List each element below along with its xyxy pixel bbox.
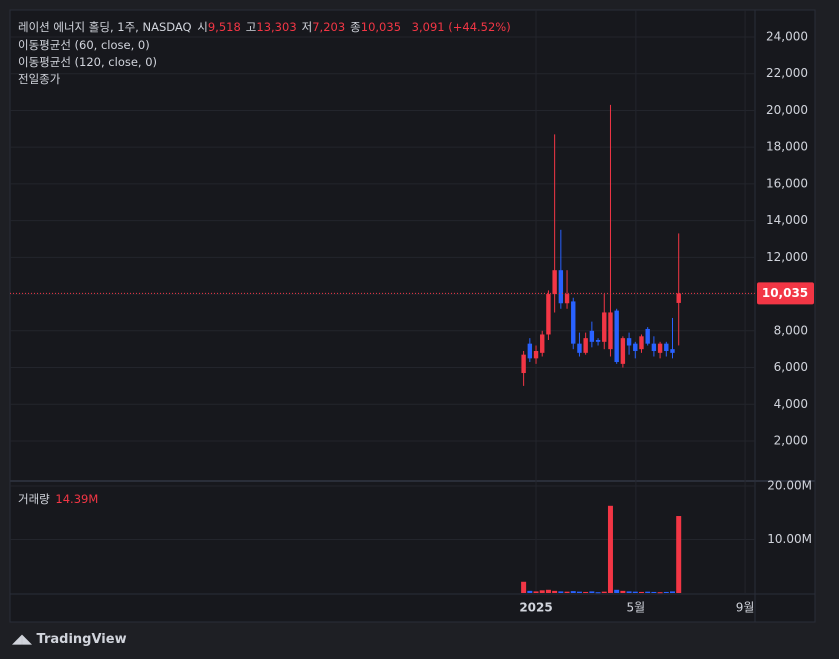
y-tick-label: 16,000 [766, 176, 808, 190]
volume-bar [614, 589, 620, 593]
chart-frame [9, 9, 816, 623]
y-tick-label: 24,000 [766, 29, 808, 43]
volume-bar [632, 591, 638, 593]
y-tick-label: 6,000 [774, 360, 808, 374]
candle-body [533, 351, 539, 359]
volume-bar [607, 505, 613, 593]
ohlc-value: 7,203 [312, 20, 346, 34]
y-tick-label: 20,000 [766, 103, 808, 117]
candle-body [670, 349, 675, 353]
ohlc-label: 종 [350, 20, 361, 34]
candle-body [657, 343, 663, 353]
candle-body [546, 294, 551, 335]
y-tick-label: 4,000 [774, 397, 808, 411]
change: 3,091 (+44.52%) [411, 20, 511, 34]
volume-bar [595, 592, 601, 594]
candle-body [595, 339, 601, 342]
volume-bar [601, 591, 607, 593]
candle-body [527, 343, 533, 359]
candle-body [626, 338, 632, 346]
volume-bar [545, 589, 551, 593]
last-price-label: 10,035 [762, 286, 808, 300]
ohlc-value: 10,035 [360, 20, 402, 34]
candle-body [540, 334, 545, 353]
y-tick-label: 22,000 [766, 66, 808, 80]
volume-bar [533, 591, 539, 593]
y-tick-label: 8,000 [774, 323, 808, 337]
volume-legend: 거래량 14.39M [18, 491, 100, 507]
candle-body [651, 343, 657, 352]
last-price-box [757, 282, 814, 305]
volume-bar [583, 591, 589, 593]
volume-bar [552, 590, 558, 593]
plot: 2,0004,0006,0008,00010,00012,00014,00016… [10, 10, 814, 615]
volume-bar [589, 591, 595, 593]
ohlc-label: 고 [245, 20, 257, 34]
candle-body [583, 338, 588, 353]
candle-body [633, 343, 638, 352]
candle-body [589, 330, 595, 342]
indicator: 이동평균선 (60, close, 0) [18, 38, 150, 52]
candle-body [664, 343, 669, 352]
candle-body [521, 354, 526, 374]
candle-body [558, 270, 564, 304]
volume-bar [651, 591, 657, 593]
y-tick-label: 14,000 [766, 213, 808, 227]
ohlc-label: 저 [301, 20, 313, 34]
volume-bar [620, 590, 626, 593]
volume-tick-label: 20.00M [767, 479, 812, 493]
volume-bar [669, 591, 675, 593]
candle-body [602, 312, 607, 342]
volume-bar [626, 591, 632, 593]
x-tick-label: 9월 [736, 601, 755, 615]
candle-body [676, 293, 681, 303]
ohlc-legend: 시9,518 고13,303 저7,203 종10,035 [197, 20, 406, 34]
volume-bar [663, 591, 669, 593]
volume-tick-label: 10.00M [767, 532, 812, 546]
volume-bar [638, 591, 644, 593]
volume-bar [657, 592, 663, 594]
y-tick-label: 18,000 [766, 140, 808, 154]
volume-last: 14.39M [55, 492, 99, 506]
volume-bar [645, 591, 651, 593]
candle-body [639, 336, 644, 350]
y-tick-label: 2,000 [774, 433, 808, 447]
candle-body [564, 294, 570, 304]
indicator: 이동평균선 (120, close, 0) [18, 55, 158, 69]
volume-bar [564, 591, 570, 593]
volume-bar [521, 581, 527, 593]
volume-label: 거래량 [18, 492, 50, 506]
volume-bar [676, 516, 682, 593]
indicator: 전일종가 [18, 72, 61, 86]
brand-name: TradingView [36, 632, 127, 647]
y-tick-label: 12,000 [766, 250, 808, 264]
ohlc-value: 9,518 [207, 20, 241, 34]
candle-body [620, 338, 626, 364]
x-tick-label: 2025 [519, 601, 552, 615]
legend-line: 레이션 에너지 홀딩, 1주, NASDAQ 시9,518 고13,303 저7,2… [18, 19, 513, 35]
candle-body [571, 301, 576, 344]
candle-body [614, 310, 619, 363]
candle-body [608, 312, 613, 350]
ohlc-label: 시 [197, 20, 208, 34]
x-tick-label: 5월 [627, 601, 646, 615]
volume-bar [570, 591, 576, 593]
volume-bar [527, 590, 533, 593]
candle-body [552, 270, 557, 295]
volume-bar [576, 591, 582, 593]
brand: ◢◣ TradingView [12, 632, 127, 647]
candle-body [577, 343, 582, 353]
volume-bar [539, 590, 545, 593]
ohlc-value: 13,303 [256, 20, 297, 34]
candle-body [645, 328, 650, 344]
symbol-title: 레이션 에너지 홀딩, 1주, NASDAQ [18, 20, 192, 34]
volume-bar [558, 591, 564, 593]
